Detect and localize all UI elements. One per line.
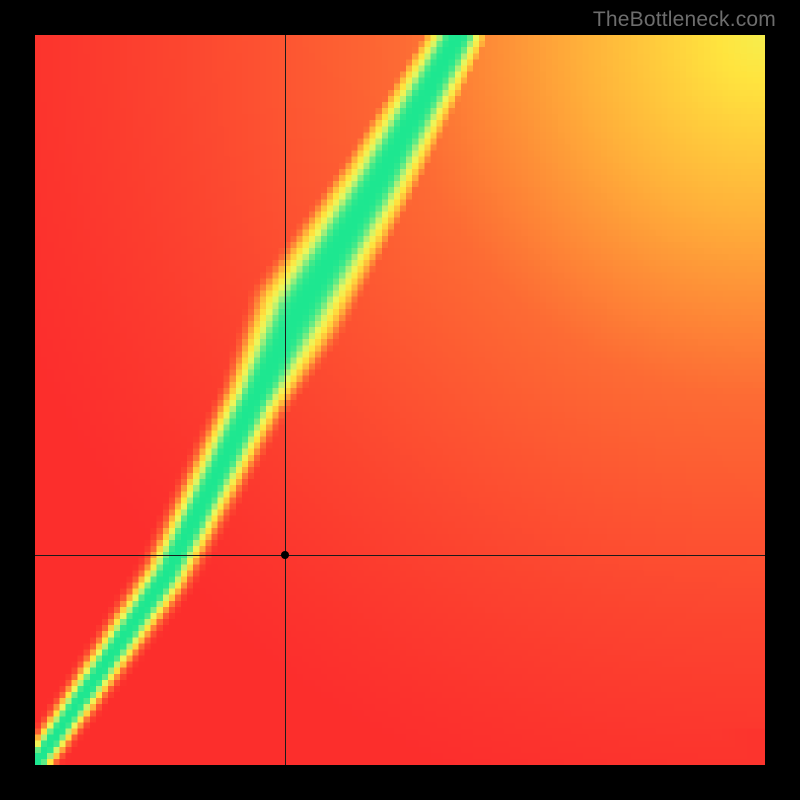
crosshair-vertical — [285, 35, 286, 765]
heatmap-canvas — [35, 35, 765, 765]
bottleneck-heatmap — [35, 35, 765, 765]
watermark-text: TheBottleneck.com — [593, 8, 776, 32]
crosshair-horizontal — [35, 555, 765, 556]
highlight-marker-dot — [281, 551, 289, 559]
